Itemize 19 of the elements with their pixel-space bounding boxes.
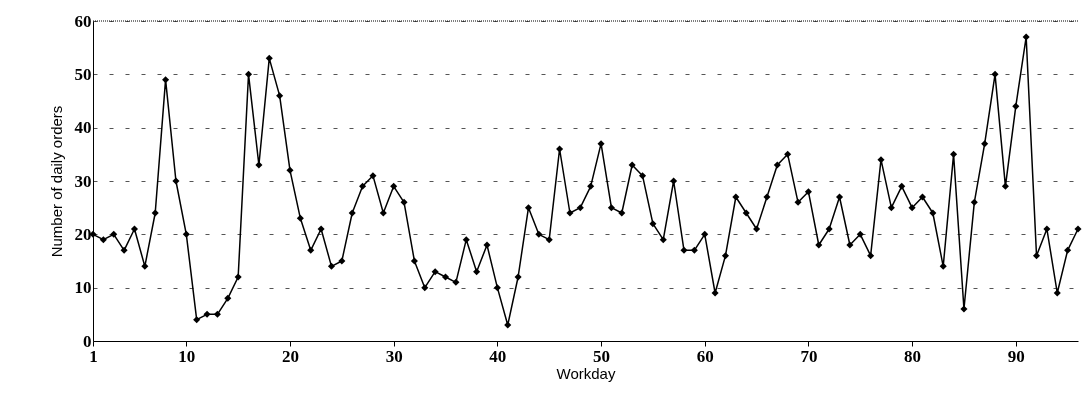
x-tick-label: 80 — [904, 346, 922, 366]
x-tick-label: 50 — [593, 346, 611, 366]
x-tick-label: 90 — [1007, 346, 1025, 366]
x-tick-label: 60 — [696, 346, 714, 366]
y-tick-label: 30 — [74, 171, 92, 191]
x-tick-label: 30 — [385, 346, 403, 366]
y-tick-label: 0 — [83, 331, 92, 351]
x-tick-label: 20 — [282, 346, 299, 366]
x-tick-label: 10 — [178, 346, 196, 366]
y-tick-label: 60 — [74, 11, 92, 31]
x-axis-title: Workday — [556, 364, 616, 382]
y-tick-label: 50 — [74, 64, 92, 84]
y-axis-title: Number of daily orders — [47, 105, 65, 258]
x-tick-label: 40 — [489, 346, 507, 366]
y-tick-label: 40 — [74, 118, 92, 138]
y-tick-label: 10 — [74, 278, 92, 298]
x-tick-label: 70 — [800, 346, 818, 366]
x-tick-label: 1 — [89, 346, 98, 366]
y-tick-label: 20 — [74, 224, 92, 244]
